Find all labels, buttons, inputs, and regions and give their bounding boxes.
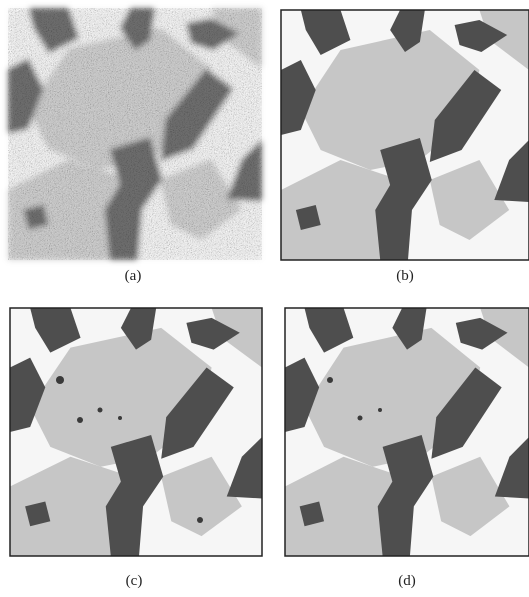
- panel-label: (c): [126, 573, 143, 589]
- page-body: (a) (b) (c) (d) (() => { const data = JS…: [0, 0, 529, 592]
- panel-d: [285, 308, 529, 556]
- panel-label: (d): [398, 573, 416, 589]
- figure: (a) (b) (c) (d): [0, 0, 529, 592]
- panel-a: [8, 8, 262, 260]
- panel-label: (a): [125, 268, 142, 284]
- panel-b: [281, 10, 529, 260]
- panel-label: (b): [396, 268, 414, 284]
- page: {"figure": {"panels": [{"label": "(a)"},…: [0, 0, 529, 592]
- panel-c: [10, 308, 262, 556]
